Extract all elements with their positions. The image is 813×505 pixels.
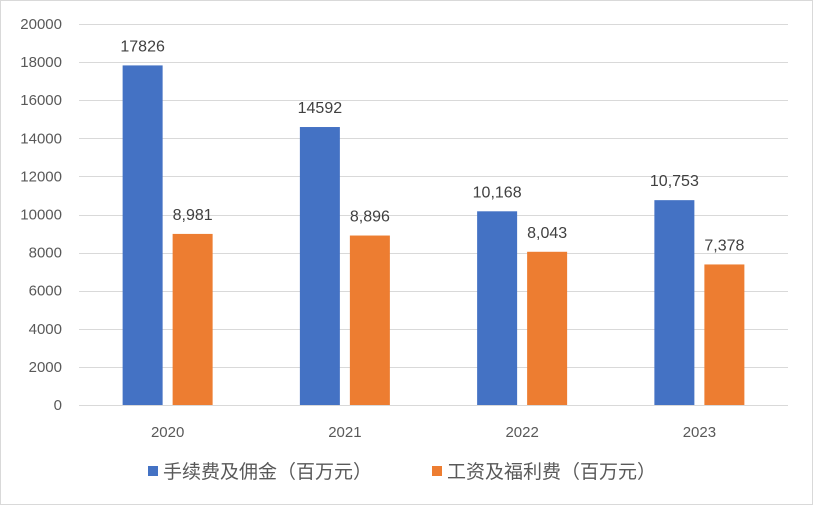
bar-series-1-2020 [172,233,213,405]
bar-series-0-2020 [122,65,163,405]
y-tick-label: 0 [54,397,62,414]
legend-label-series-0: 手续费及佣金（百万元） [163,461,372,483]
y-tick-label: 4000 [29,321,62,338]
y-tick-label: 6000 [29,283,62,300]
legend: 手续费及佣金（百万元） 工资及福利费（百万元） [148,461,656,483]
data-label-series-1-2022: 8,043 [527,225,567,242]
data-label-series-0-2023: 10,753 [650,173,699,190]
x-tick-label: 2021 [328,424,361,441]
y-tick-label: 20000 [20,16,62,33]
data-label-series-1-2021: 8,896 [350,209,390,226]
bar-series-0-2022 [477,211,518,405]
bar-series-0-2023 [654,200,695,405]
y-tick-label: 16000 [20,92,62,109]
bar-series-1-2022 [527,251,568,405]
data-label-series-1-2020: 8,981 [173,207,213,224]
data-label-series-0-2020: 17826 [120,38,165,55]
x-tick-label: 2022 [505,424,538,441]
legend-item-series-0: 手续费及佣金（百万元） [148,461,372,483]
data-label-series-0-2022: 10,168 [473,184,522,201]
legend-item-series-1: 工资及福利费（百万元） [432,461,656,483]
y-tick-label: 12000 [20,168,62,185]
label-layer: 0 2000 4000 6000 8000 10000 12000 14000 16000 180… [20,16,744,441]
y-tick-label: 2000 [29,359,62,376]
x-tick-label: 2020 [151,424,184,441]
legend-label-series-1: 工资及福利费（百万元） [447,461,656,483]
bar-series-1-2021 [349,235,390,405]
data-label-series-0-2021: 14592 [298,100,343,117]
bar-series-1-2023 [704,264,745,405]
data-label-series-1-2023: 7,378 [704,237,744,254]
bar-series-0-2021 [299,127,340,405]
y-tick-label: 8000 [29,245,62,262]
legend-swatch-series-0 [148,466,158,476]
y-tick-label: 10000 [20,207,62,224]
y-tick-label: 18000 [20,54,62,71]
bar-layer [122,65,745,405]
legend-swatch-series-1 [432,466,442,476]
y-tick-label: 14000 [20,130,62,147]
x-tick-label: 2023 [683,424,716,441]
